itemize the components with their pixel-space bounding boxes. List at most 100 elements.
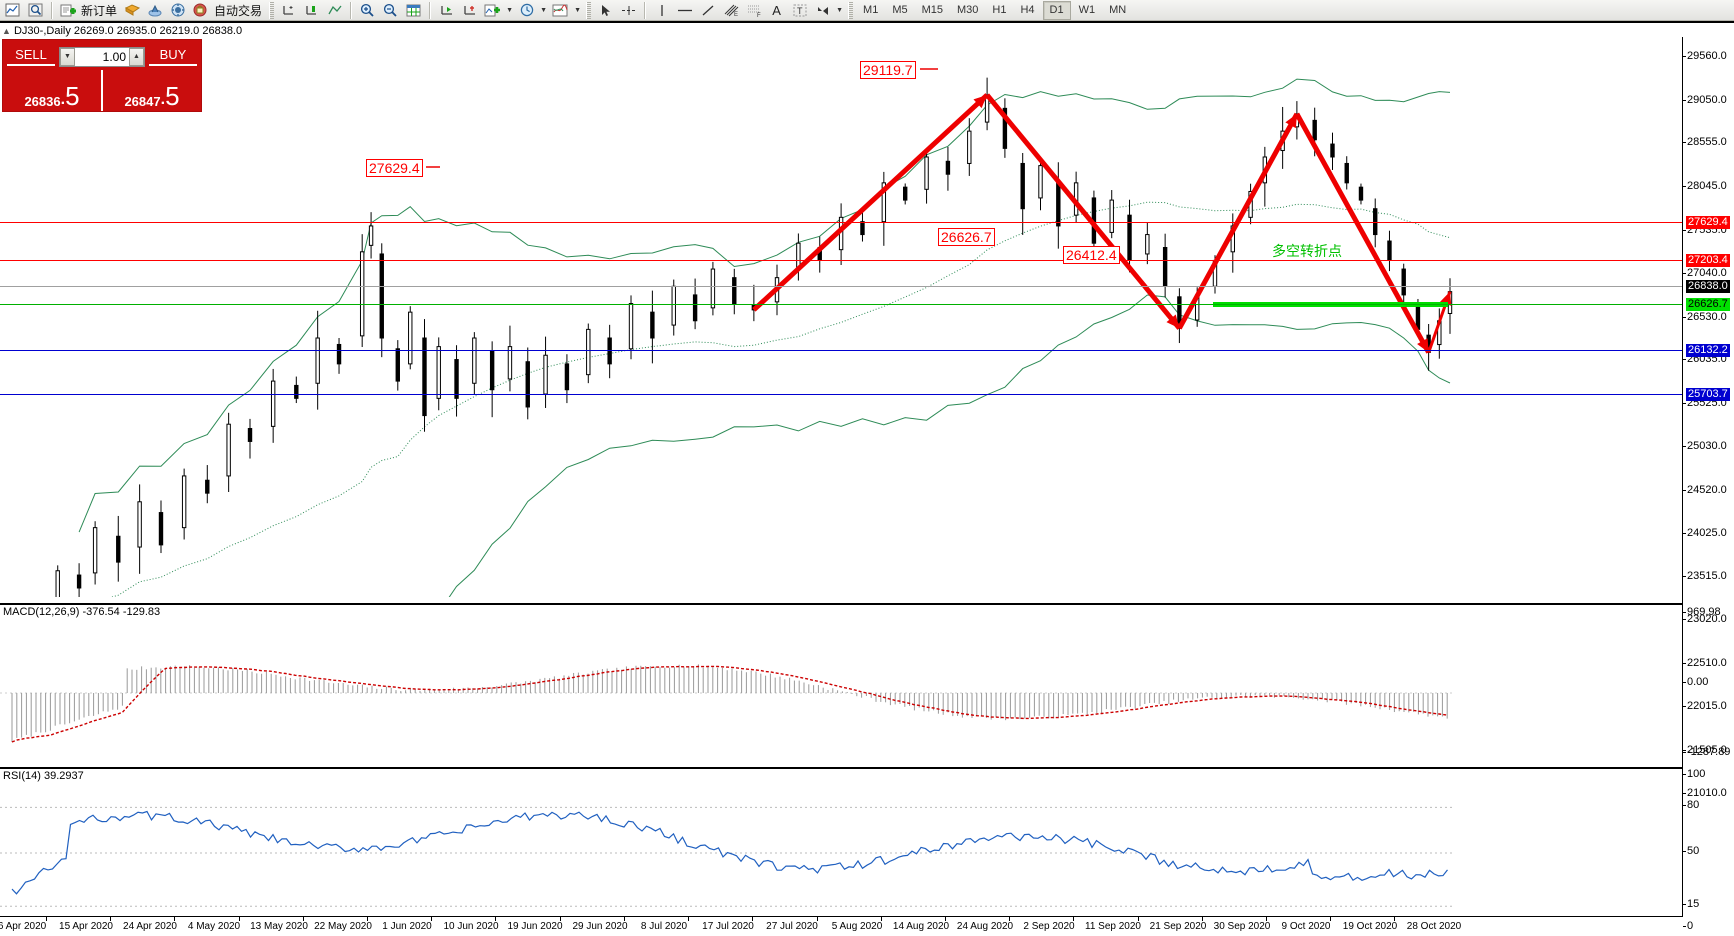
annot-26412[interactable]: 26412.4 <box>1063 246 1120 264</box>
cursor-icon[interactable] <box>595 1 616 20</box>
templates-dropdown-icon[interactable]: ▼ <box>574 6 581 14</box>
candlestick <box>1002 98 1008 158</box>
toolbar-grip-3[interactable] <box>848 1 854 19</box>
level-label-26626[interactable]: 26626.7 <box>1686 298 1730 311</box>
new-chart-icon[interactable] <box>2 1 23 20</box>
annot-29119[interactable]: 29119.7 <box>860 61 916 79</box>
time-label: 11 Sep 2020 <box>1085 921 1141 932</box>
rsi-tick: 50 <box>1683 845 1734 857</box>
candlestick <box>489 341 495 418</box>
annot-26626[interactable]: 26626.7 <box>938 228 995 246</box>
sell-button[interactable]: SELL <box>7 47 55 66</box>
tab-timeframe-w1[interactable]: W1 <box>1078 4 1096 16</box>
level-label-26838[interactable]: 26838.0 <box>1686 280 1730 293</box>
line-chart-icon[interactable] <box>324 1 345 20</box>
new-order-label[interactable]: 新订单 <box>81 3 118 18</box>
level-label-25703[interactable]: 25703.7 <box>1686 388 1730 401</box>
sell-price[interactable]: 26836 . 5 <box>3 70 101 111</box>
grid-icon[interactable] <box>403 1 424 20</box>
tab-timeframe-h1[interactable]: H1 <box>992 4 1007 16</box>
time-tick <box>560 917 561 921</box>
arrows-dropdown-icon[interactable]: ▼ <box>836 6 843 14</box>
period-dropdown-icon[interactable]: ▼ <box>540 6 547 14</box>
price-tick: 22510.0 <box>1683 657 1734 669</box>
one-click-trading-panel[interactable]: SELL ▼ 1.00 ▲ BUY 26836 . 5 26847 . 5 <box>2 39 202 112</box>
level-line-27203[interactable] <box>0 260 1682 261</box>
toolbar-grip[interactable] <box>269 1 275 19</box>
time-axis[interactable]: 6 Apr 2020 15 Apr 2020 24 Apr 2020 4 May 20… <box>0 916 1682 936</box>
macd-chart-canvas <box>0 664 1455 743</box>
candlestick <box>945 146 951 191</box>
arrows-icon[interactable] <box>812 1 833 20</box>
add-indicator-icon[interactable] <box>482 1 503 20</box>
tab-timeframe-m15[interactable]: M15 <box>921 4 943 16</box>
svg-text:T: T <box>797 6 803 16</box>
auto-trading-icon[interactable] <box>191 1 212 20</box>
candlestick <box>1437 308 1442 359</box>
tab-timeframe-m30[interactable]: M30 <box>957 4 979 16</box>
crosshair-icon[interactable] <box>618 1 639 20</box>
candlestick <box>395 340 400 391</box>
tab-timeframe-d1[interactable]: D1 <box>1042 0 1071 20</box>
text-label-icon[interactable]: T <box>789 1 810 20</box>
templates-icon[interactable] <box>550 1 571 20</box>
zoom-in-icon[interactable] <box>357 1 378 20</box>
volume-down-icon[interactable]: ▼ <box>60 47 75 66</box>
text-tool-icon[interactable]: A <box>772 2 781 18</box>
tab-timeframe-h4[interactable]: H4 <box>1020 4 1035 16</box>
volume-value[interactable]: 1.00 <box>102 49 126 64</box>
tab-timeframe-m5[interactable]: M5 <box>892 4 908 16</box>
bar-chart-icon[interactable] <box>301 1 322 20</box>
navigator-icon[interactable] <box>168 1 189 20</box>
price-tick: 24025.0 <box>1683 527 1734 539</box>
tab-timeframe-m1[interactable]: M1 <box>863 4 879 16</box>
time-label: 4 May 2020 <box>187 921 241 932</box>
price-scale[interactable]: 29560.0 29050.0 28555.0 28045.0 27535.0 27040… <box>1682 37 1734 932</box>
rsi-pane[interactable]: RSI(14) 39.2937 <box>0 767 1682 917</box>
level-line-25703[interactable] <box>0 394 1682 395</box>
chart-shift-icon[interactable] <box>459 1 480 20</box>
period-clock-icon[interactable] <box>516 1 537 20</box>
vertical-line-icon[interactable] <box>651 1 672 20</box>
level-label-27629[interactable]: 27629.4 <box>1686 216 1730 229</box>
candlestick <box>1312 107 1317 157</box>
price-pane[interactable]: 29119.7 27629.4 26626.7 26412.4 多空转折点 <box>0 37 1682 597</box>
trend-arrow <box>1285 113 1297 129</box>
level-line-26132[interactable] <box>0 350 1682 351</box>
buy-button[interactable]: BUY <box>149 47 197 66</box>
fibonacci-icon[interactable]: F <box>743 1 764 20</box>
level-label-27203[interactable]: 27203.4 <box>1686 254 1730 267</box>
profiles-icon[interactable] <box>122 1 143 20</box>
chart-window[interactable]: ▲ DJ30-,Daily 26269.0 26935.0 26219.0 26… <box>0 21 1734 936</box>
toolbar-separator-3 <box>429 1 432 19</box>
chart-collapse-icon[interactable]: ▲ <box>2 26 11 36</box>
annot-27629[interactable]: 27629.4 <box>366 159 423 177</box>
candlestick <box>1038 156 1043 211</box>
market-watch-icon[interactable] <box>145 1 166 20</box>
annot-turning-point-note[interactable]: 多空转折点 <box>1272 244 1342 260</box>
candlestick <box>902 183 908 205</box>
horizontal-line-icon[interactable] <box>674 1 695 20</box>
zoom-out-icon[interactable] <box>380 1 401 20</box>
equidistant-channel-icon[interactable]: E <box>720 1 741 20</box>
volume-up-icon[interactable]: ▲ <box>129 47 144 66</box>
trendline-icon[interactable] <box>697 1 718 20</box>
candlestick <box>1145 222 1150 265</box>
price-tick: 28045.0 <box>1683 180 1734 192</box>
level-line-26838[interactable] <box>0 286 1682 287</box>
auto-scroll-icon[interactable] <box>436 1 457 20</box>
tab-timeframe-mn[interactable]: MN <box>1109 4 1127 16</box>
add-indicator-dropdown-icon[interactable]: ▼ <box>506 6 513 14</box>
buy-price[interactable]: 26847 . 5 <box>103 70 201 111</box>
auto-trading-label[interactable]: 自动交易 <box>214 3 263 18</box>
new-order-icon[interactable] <box>58 1 79 20</box>
level-label-26132[interactable]: 26132.2 <box>1686 344 1730 357</box>
crosshair-tool-icon[interactable] <box>278 1 299 20</box>
level-line-26626[interactable] <box>0 304 1682 305</box>
toolbar-grip-2[interactable] <box>586 1 592 19</box>
bollinger-band-upper <box>78 78 1451 533</box>
zoom-search-icon[interactable] <box>25 1 46 20</box>
macd-pane[interactable]: MACD(12,26,9) -376.54 -129.83 <box>0 603 1682 763</box>
volume-stepper[interactable]: ▼ 1.00 ▲ <box>59 46 145 67</box>
level-line-27629[interactable] <box>0 222 1682 223</box>
